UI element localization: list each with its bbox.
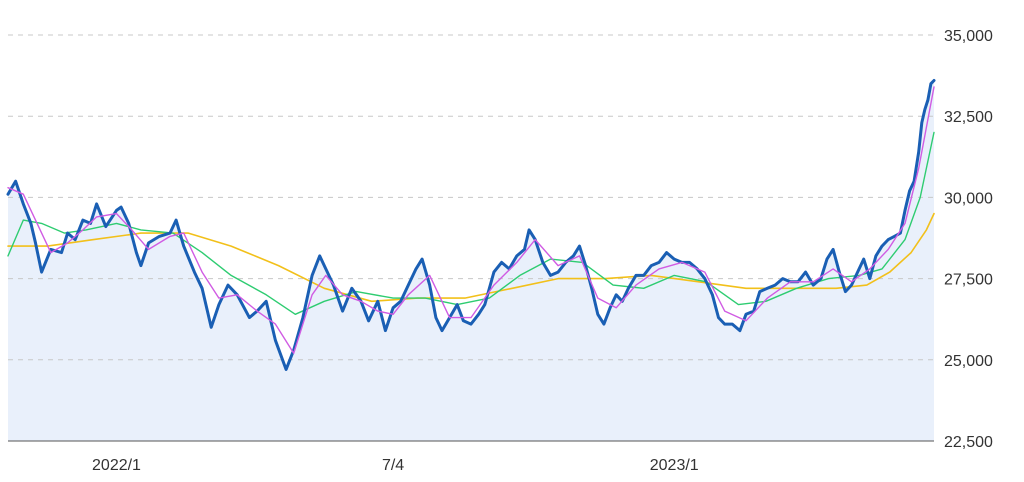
price-area-fill <box>8 80 934 441</box>
price-area-layer <box>8 80 934 441</box>
x-tick-label-0: 2022/1 <box>92 457 141 474</box>
series-lines-layer <box>6 79 936 371</box>
series-line-price <box>6 79 936 371</box>
y-axis-tick-labels: 22,500 25,000 27,500 30,000 32,500 35,000 <box>944 28 993 451</box>
grid-layer <box>8 34 934 361</box>
y-tick-label-27500: 27,500 <box>944 272 993 289</box>
y-tick-label-35000: 35,000 <box>944 28 993 45</box>
x-axis-tick-labels: 2022/1 7/4 2023/1 <box>92 457 699 474</box>
y-tick-label-22500: 22,500 <box>944 434 993 451</box>
y-tick-label-25000: 25,000 <box>944 353 993 370</box>
x-tick-label-2: 2023/1 <box>650 457 699 474</box>
x-tick-label-1: 7/4 <box>382 457 404 474</box>
series-line-ma-short <box>7 86 935 354</box>
y-tick-label-32500: 32,500 <box>944 109 993 126</box>
y-tick-label-30000: 30,000 <box>944 190 993 207</box>
